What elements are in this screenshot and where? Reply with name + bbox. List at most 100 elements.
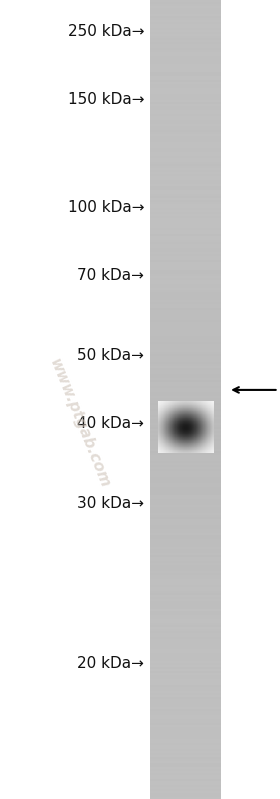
Bar	[150, 551, 221, 553]
Bar	[150, 174, 221, 176]
Bar	[150, 374, 221, 376]
Bar	[150, 360, 221, 361]
Bar	[150, 745, 221, 747]
Bar	[150, 26, 221, 28]
Bar	[150, 694, 221, 695]
Bar	[150, 614, 221, 615]
Bar	[150, 537, 221, 539]
Bar	[150, 342, 221, 344]
Bar	[150, 257, 221, 260]
Bar	[150, 415, 221, 417]
Bar	[150, 304, 221, 305]
Bar	[150, 337, 221, 340]
Bar	[150, 558, 221, 559]
Bar	[150, 651, 221, 653]
Bar	[150, 314, 221, 316]
Bar	[150, 180, 221, 181]
Bar	[150, 109, 221, 112]
Bar	[150, 158, 221, 160]
Bar	[150, 104, 221, 105]
Bar	[150, 233, 221, 236]
Bar	[150, 182, 221, 184]
Bar	[150, 220, 221, 221]
Bar	[150, 364, 221, 366]
Bar	[150, 336, 221, 337]
Bar	[150, 769, 221, 771]
Bar	[150, 675, 221, 677]
Bar	[150, 534, 221, 535]
Bar	[150, 775, 221, 777]
Bar	[150, 160, 221, 161]
Bar	[150, 523, 221, 526]
Bar	[150, 312, 221, 313]
Bar	[150, 591, 221, 593]
Bar	[150, 284, 221, 285]
Bar	[150, 411, 221, 414]
Bar	[150, 598, 221, 599]
Bar	[150, 24, 221, 26]
Bar	[150, 550, 221, 551]
Bar	[150, 657, 221, 659]
Bar	[150, 670, 221, 671]
Bar	[150, 238, 221, 240]
Bar	[150, 751, 221, 753]
Bar	[150, 385, 221, 388]
Bar	[150, 430, 221, 431]
Bar	[150, 529, 221, 531]
Bar	[150, 527, 221, 530]
Bar	[150, 587, 221, 590]
Bar	[150, 571, 221, 574]
Bar	[150, 462, 221, 463]
Bar	[150, 48, 221, 50]
Bar	[150, 225, 221, 228]
Bar	[150, 785, 221, 787]
Bar	[150, 519, 221, 522]
Bar	[150, 749, 221, 751]
Bar	[150, 265, 221, 268]
Bar	[150, 248, 221, 249]
Bar	[150, 763, 221, 765]
Bar	[150, 783, 221, 785]
Bar	[150, 316, 221, 317]
Bar	[150, 36, 221, 38]
Bar	[150, 298, 221, 300]
Bar	[150, 117, 221, 120]
Bar	[150, 276, 221, 277]
Bar	[150, 101, 221, 104]
Bar	[150, 246, 221, 248]
Bar	[150, 607, 221, 609]
Bar	[150, 172, 221, 173]
Bar	[150, 306, 221, 308]
Bar	[150, 641, 221, 643]
Text: 150 kDa→: 150 kDa→	[68, 93, 144, 107]
Bar	[150, 74, 221, 76]
Bar	[150, 639, 221, 641]
Bar	[150, 643, 221, 646]
Bar	[150, 268, 221, 269]
Bar	[150, 222, 221, 224]
Bar	[150, 737, 221, 739]
Bar	[150, 249, 221, 252]
Bar	[150, 731, 221, 733]
Bar	[150, 789, 221, 791]
Bar	[150, 2, 221, 4]
Bar	[150, 465, 221, 467]
Bar	[150, 441, 221, 443]
Bar	[150, 405, 221, 407]
Bar	[150, 356, 221, 358]
Bar	[150, 334, 221, 336]
Bar	[150, 433, 221, 435]
Bar	[150, 198, 221, 200]
Bar	[150, 559, 221, 561]
Bar	[150, 142, 221, 144]
Bar	[150, 483, 221, 485]
Bar	[150, 481, 221, 483]
Bar	[150, 647, 221, 649]
Bar	[150, 566, 221, 567]
Bar	[150, 6, 221, 8]
Bar	[150, 350, 221, 352]
Bar	[150, 217, 221, 220]
Bar	[150, 771, 221, 773]
Text: 250 kDa→: 250 kDa→	[68, 25, 144, 39]
Bar	[150, 729, 221, 731]
